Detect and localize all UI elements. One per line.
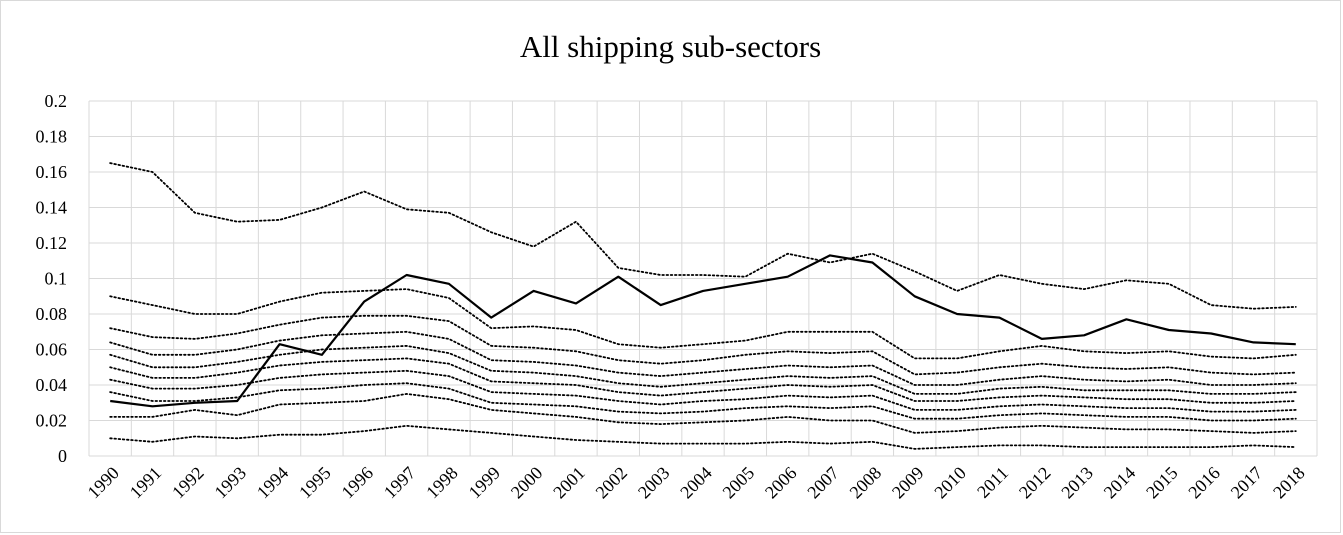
series-line-solid (110, 254, 1296, 408)
x-tick-label: 1996 (337, 463, 377, 503)
x-tick-label: 2011 (973, 463, 1012, 502)
y-tick-label: 0.12 (36, 233, 68, 253)
x-tick-label: 2012 (1015, 463, 1055, 503)
x-tick-label: 2013 (1057, 463, 1097, 503)
x-tick-label: 2005 (719, 463, 759, 503)
y-tick-label: 0.2 (45, 91, 68, 111)
x-tick-label: 1990 (83, 463, 123, 503)
y-tick-label: 0.18 (36, 127, 68, 147)
x-tick-label: 2008 (846, 463, 886, 503)
series-line-dotted (109, 369, 1297, 413)
x-tick-label: 2003 (634, 463, 674, 503)
x-tick-label: 2007 (803, 463, 843, 503)
y-tick-label: 0.02 (36, 411, 68, 431)
y-tick-label: 0.14 (36, 198, 68, 218)
series-line-dotted (109, 162, 1297, 310)
y-tick-label: 0.1 (45, 269, 68, 289)
x-tick-label: 1994 (253, 463, 293, 503)
x-tick-label: 2001 (549, 463, 589, 503)
x-tick-label: 2018 (1269, 463, 1309, 503)
series-line-dotted (109, 314, 1297, 376)
x-tick-label: 2017 (1227, 463, 1267, 503)
y-axis: 0 0.02 0.04 0.06 0.08 0.1 0.12 0.14 0.16 0.18 0.2 (36, 91, 68, 466)
x-tick-label: 2006 (761, 463, 801, 503)
x-tick-label: 1997 (380, 463, 420, 503)
series-line-dotted (109, 392, 1297, 434)
series-line-dotted (109, 330, 1297, 386)
x-tick-label: 1995 (295, 463, 335, 503)
x-tick-label: 2010 (930, 463, 970, 503)
x-tick-label: 1999 (465, 463, 505, 503)
x-tick-label: 2002 (592, 463, 632, 503)
x-axis: 1990 1991 1992 1993 1994 1995 1996 1997 1998 1999… (83, 463, 1308, 503)
x-tick-label: 1998 (422, 463, 462, 503)
series-lines (109, 162, 1297, 450)
x-tick-label: 2009 (888, 463, 928, 503)
gridlines (88, 100, 1318, 457)
series-line-dotted (109, 357, 1297, 404)
x-tick-label: 2000 (507, 463, 547, 503)
y-tick-label: 0 (58, 446, 67, 466)
series-line-dotted (109, 288, 1297, 360)
y-tick-label: 0.16 (36, 162, 68, 182)
y-tick-label: 0.08 (36, 304, 68, 324)
x-tick-label: 1991 (126, 463, 166, 503)
x-tick-label: 2015 (1142, 463, 1182, 503)
y-tick-label: 0.04 (36, 375, 68, 395)
x-tick-label: 2014 (1100, 463, 1140, 503)
series-line-dotted (109, 424, 1297, 450)
series-line-dotted (109, 344, 1297, 395)
x-tick-label: 1993 (210, 463, 250, 503)
x-tick-label: 2016 (1184, 463, 1224, 503)
y-tick-label: 0.06 (36, 340, 68, 360)
chart-title: All shipping sub-sectors (519, 29, 822, 64)
x-tick-label: 1992 (168, 463, 208, 503)
x-tick-label: 2004 (676, 463, 716, 503)
series-line-dotted (109, 382, 1297, 422)
